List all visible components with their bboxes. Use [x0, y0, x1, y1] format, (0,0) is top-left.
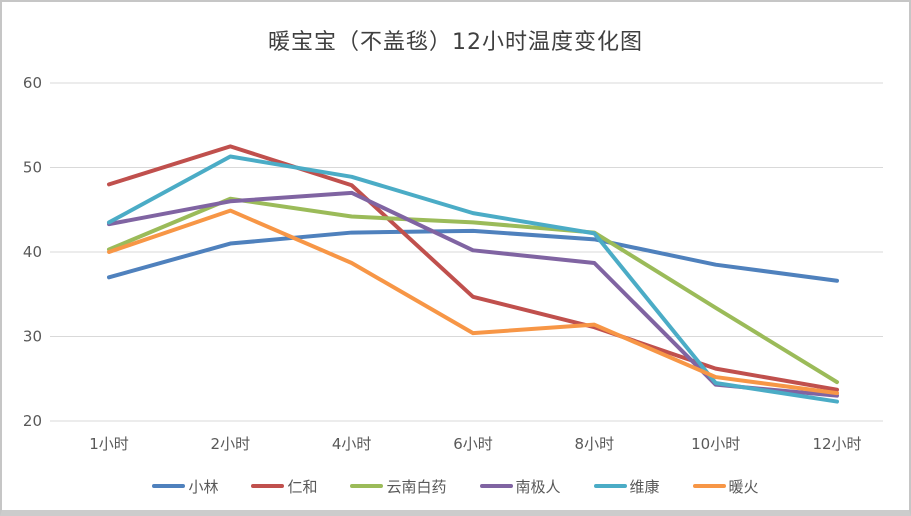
legend-swatch-0 [152, 484, 186, 488]
line-chart-plot-area: 20 30 40 50 60 1小时 2小时 4小时 6小时 8小时 10小时 12小时 [23, 74, 883, 453]
chart-title: 暖宝宝（不盖毯）12小时温度变化图 [268, 30, 643, 55]
legend-swatch-3 [479, 484, 513, 488]
series-line-4 [107, 154, 839, 404]
legend-item-2: 云南白药 [350, 476, 447, 497]
legend-label-2: 云南白药 [386, 477, 447, 496]
x-axis-label-6: 12小时 [812, 435, 861, 453]
legend-item-1: 仁和 [251, 476, 317, 497]
x-axis-label-5: 10小时 [691, 435, 740, 453]
x-axis-label-4: 8小时 [575, 435, 615, 453]
y-axis-label-40: 40 [23, 243, 42, 261]
legend-label-4: 维康 [629, 477, 660, 496]
legend-item-0: 小林 [152, 476, 218, 497]
legend-swatch-5 [692, 484, 726, 488]
legend-item-5: 暖火 [692, 476, 759, 497]
legend-item-3: 南极人 [479, 476, 561, 497]
chart-legend: 小林 仁和 云南白药 南极人 维康 暖火 [2, 473, 909, 499]
y-axis-label-50: 50 [23, 159, 42, 177]
legend-item-4: 维康 [593, 476, 660, 497]
x-axis-label-3: 6小时 [453, 435, 493, 453]
y-axis-label-20: 20 [23, 412, 42, 430]
legend-swatch-4 [593, 484, 627, 488]
legend-label-1: 仁和 [287, 477, 318, 496]
legend-label-3: 南极人 [515, 477, 561, 496]
x-axis-label-1: 2小时 [211, 435, 251, 453]
series-line-1 [107, 144, 839, 392]
legend-label-5: 暖火 [728, 477, 759, 496]
y-axis-label-30: 30 [23, 328, 42, 346]
legend-label-0: 小林 [188, 477, 219, 496]
series-line-5 [107, 208, 839, 396]
y-axis-label-60: 60 [23, 74, 42, 92]
series-line-2 [107, 196, 839, 385]
series-line-0 [107, 228, 839, 283]
legend-swatch-1 [251, 484, 285, 488]
x-axis-label-0: 1小时 [89, 435, 129, 453]
x-axis-label-2: 4小时 [332, 435, 372, 453]
legend-swatch-2 [350, 484, 384, 488]
